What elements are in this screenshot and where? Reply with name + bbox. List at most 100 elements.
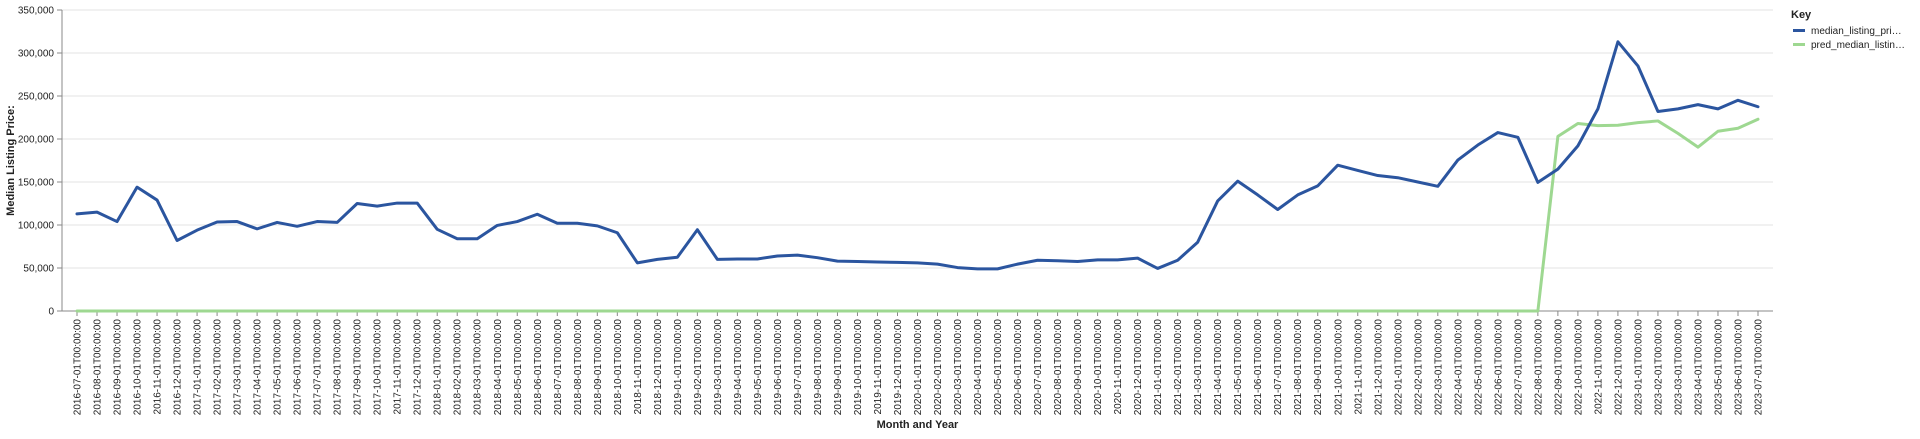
x-tick-label: 2021-07-01T00:00:00 (1273, 319, 1284, 416)
x-tick-label: 2020-11-01T00:00:00 (1113, 319, 1124, 415)
x-tick-label: 2020-10-01T00:00:00 (1093, 319, 1104, 416)
x-tick-label: 2018-06-01T00:00:00 (533, 319, 544, 416)
x-tick-label: 2020-01-01T00:00:00 (913, 319, 924, 416)
legend: Key median_listing_pri… pred_median_listi… (1791, 9, 1905, 51)
x-tick-label: 2022-12-01T00:00:00 (1613, 319, 1624, 416)
x-tick-label: 2020-03-01T00:00:00 (953, 319, 964, 416)
x-tick-label: 2020-06-01T00:00:00 (1013, 319, 1024, 416)
x-tick-label: 2022-03-01T00:00:00 (1433, 319, 1444, 416)
x-tick-label: 2016-12-01T00:00:00 (173, 319, 184, 416)
x-tick-label: 2022-09-01T00:00:00 (1553, 319, 1564, 416)
x-tick-label: 2022-02-01T00:00:00 (1413, 319, 1424, 416)
x-tick-label: 2023-06-01T00:00:00 (1733, 319, 1744, 416)
x-tick-label: 2019-05-01T00:00:00 (753, 319, 764, 416)
x-tick-label: 2021-05-01T00:00:00 (1233, 319, 1244, 416)
series-lines (75, 40, 1760, 313)
x-tick-label: 2020-04-01T00:00:00 (973, 319, 984, 416)
x-tick-label: 2016-08-01T00:00:00 (93, 319, 104, 416)
x-tick-label: 2019-07-01T00:00:00 (793, 319, 804, 416)
x-tick-label: 2016-09-01T00:00:00 (113, 319, 124, 416)
y-tick-label: 0 (48, 307, 54, 318)
x-tick-label: 2021-03-01T00:00:00 (1193, 319, 1204, 416)
x-tick-label: 2020-09-01T00:00:00 (1073, 319, 1084, 416)
x-tick-label: 2018-05-01T00:00:00 (513, 319, 524, 416)
x-tick-label: 2020-05-01T00:00:00 (993, 319, 1004, 416)
x-tick-label: 2020-08-01T00:00:00 (1053, 319, 1064, 416)
x-tick-label: 2022-05-01T00:00:00 (1473, 319, 1484, 416)
x-tick-label: 2021-10-01T00:00:00 (1333, 319, 1344, 416)
x-tick-label: 2019-12-01T00:00:00 (893, 319, 904, 416)
x-tick-label: 2022-06-01T00:00:00 (1493, 319, 1504, 416)
x-tick-label: 2019-09-01T00:00:00 (833, 319, 844, 416)
y-tick-label: 50,000 (23, 264, 54, 275)
x-tick-label: 2017-05-01T00:00:00 (273, 319, 284, 416)
x-tick-label: 2022-07-01T00:00:00 (1513, 319, 1524, 416)
x-tick-label: 2019-08-01T00:00:00 (813, 319, 824, 416)
x-tick-label: 2023-05-01T00:00:00 (1713, 319, 1724, 416)
x-tick-label: 2019-10-01T00:00:00 (853, 319, 864, 416)
x-tick-label: 2018-04-01T00:00:00 (493, 319, 504, 416)
x-tick-label: 2017-09-01T00:00:00 (353, 319, 364, 416)
y-tick-label: 150,000 (18, 178, 55, 189)
gridlines (62, 9, 1773, 312)
x-tick-label: 2017-04-01T00:00:00 (253, 319, 264, 416)
x-tick-label: 2023-04-01T00:00:00 (1693, 319, 1704, 416)
x-tick-label: 2023-02-01T00:00:00 (1653, 319, 1664, 416)
x-tick-label: 2016-07-01T00:00:00 (73, 319, 84, 416)
x-tick-label: 2019-11-01T00:00:00 (873, 319, 884, 415)
legend-label: median_listing_pri… (1811, 26, 1902, 37)
x-tick-label: 2022-04-01T00:00:00 (1453, 319, 1464, 416)
x-tick-label: 2018-09-01T00:00:00 (593, 319, 604, 416)
x-tick-label: 2021-01-01T00:00:00 (1153, 319, 1164, 416)
x-tick-label: 2021-12-01T00:00:00 (1373, 319, 1384, 416)
x-tick-label: 2018-12-01T00:00:00 (653, 319, 664, 416)
x-tick-label: 2021-04-01T00:00:00 (1213, 319, 1224, 416)
x-tick-label: 2017-03-01T00:00:00 (233, 319, 244, 416)
x-tick-label: 2018-01-01T00:00:00 (433, 319, 444, 416)
x-tick-label: 2021-09-01T00:00:00 (1313, 319, 1324, 416)
x-tick-label: 2018-11-01T00:00:00 (633, 319, 644, 415)
y-axis-title: Median Listing Price: (5, 105, 17, 216)
series-line (75, 40, 1760, 271)
x-tick-label: 2021-08-01T00:00:00 (1293, 319, 1304, 416)
x-tick-label: 2017-10-01T00:00:00 (373, 319, 384, 416)
x-tick-label: 2023-03-01T00:00:00 (1673, 319, 1684, 416)
x-axis-title: Month and Year (877, 419, 959, 431)
y-tick-label: 250,000 (18, 92, 55, 103)
y-tick-label: 200,000 (18, 135, 55, 146)
series-line (75, 117, 1760, 313)
x-tick-label: 2018-07-01T00:00:00 (553, 319, 564, 416)
x-tick-label: 2017-11-01T00:00:00 (393, 319, 404, 415)
x-tick-label: 2016-10-01T00:00:00 (133, 319, 144, 416)
x-tick-label: 2019-04-01T00:00:00 (733, 319, 744, 416)
legend-title: Key (1791, 9, 1812, 21)
x-tick-label: 2019-01-01T00:00:00 (673, 319, 684, 416)
x-tick-label: 2018-10-01T00:00:00 (613, 319, 624, 416)
y-tick-label: 300,000 (18, 49, 55, 60)
x-tick-label: 2020-12-01T00:00:00 (1133, 319, 1144, 416)
x-tick-label: 2022-08-01T00:00:00 (1533, 319, 1544, 416)
x-tick-label: 2019-02-01T00:00:00 (693, 319, 704, 416)
x-tick-label: 2021-06-01T00:00:00 (1253, 319, 1264, 416)
x-tick-label: 2020-02-01T00:00:00 (933, 319, 944, 416)
x-tick-label: 2018-08-01T00:00:00 (573, 319, 584, 416)
y-tick-label: 100,000 (18, 221, 55, 232)
x-tick-label: 2019-06-01T00:00:00 (773, 319, 784, 416)
legend-label: pred_median_listin… (1811, 40, 1905, 51)
y-tick-label: 350,000 (18, 6, 55, 17)
x-tick-label: 2019-03-01T00:00:00 (713, 319, 724, 416)
legend-entries: median_listing_pri… pred_median_listin… (1793, 26, 1905, 51)
x-tick-label: 2017-02-01T00:00:00 (213, 319, 224, 416)
x-tick-label: 2017-01-01T00:00:00 (193, 319, 204, 416)
x-tick-label: 2022-01-01T00:00:00 (1393, 319, 1404, 416)
x-tick-label: 2023-07-01T00:00:00 (1754, 319, 1765, 416)
x-tick-label: 2021-11-01T00:00:00 (1353, 319, 1364, 415)
x-tick-label: 2021-02-01T00:00:00 (1173, 319, 1184, 416)
x-tick-label: 2016-11-01T00:00:00 (153, 319, 164, 415)
x-tick-label: 2017-12-01T00:00:00 (413, 319, 424, 416)
x-tick-label: 2020-07-01T00:00:00 (1033, 319, 1044, 416)
axes: 0 50,000 100,000 150,000 200,000 250,000 300,0… (18, 6, 1773, 416)
x-tick-label: 2017-06-01T00:00:00 (293, 319, 304, 416)
